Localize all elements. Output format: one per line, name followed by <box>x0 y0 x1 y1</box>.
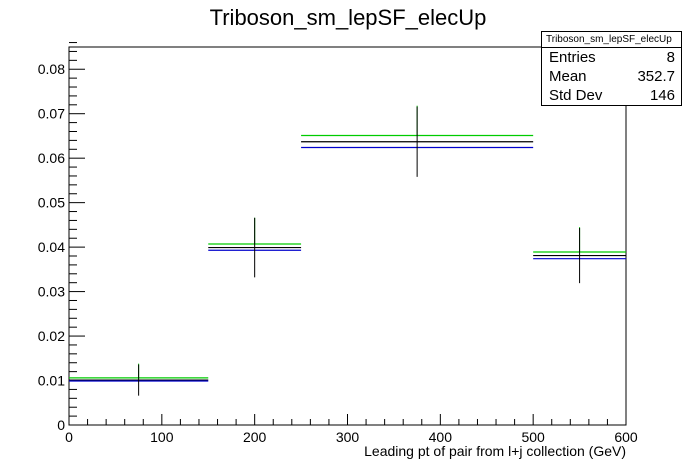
mean-value: 352.7 <box>637 68 675 85</box>
stats-entries-row: Entries 8 <box>542 48 681 67</box>
mean-label: Mean <box>549 68 587 85</box>
y-tick-label: 0 <box>57 417 65 433</box>
stats-title: Triboson_sm_lepSF_elecUp <box>542 32 681 48</box>
stats-stddev-row: Std Dev 146 <box>542 86 681 105</box>
y-tick-label: 0.08 <box>38 61 65 77</box>
stddev-value: 146 <box>649 87 675 104</box>
y-tick-label: 0.04 <box>38 239 65 255</box>
stddev-label: Std Dev <box>549 87 603 104</box>
x-tick-label: 200 <box>243 429 267 445</box>
y-axis: 0 0.01 0.02 0.03 0.04 0.05 0.06 0.07 0.08 <box>38 42 85 433</box>
x-tick-label: 500 <box>521 429 545 445</box>
x-tick-label: 300 <box>336 429 360 445</box>
x-axis: 0 100 200 300 400 500 600 <box>65 414 638 445</box>
x-tick-label: 0 <box>65 429 73 445</box>
x-tick-label: 100 <box>150 429 174 445</box>
y-tick-label: 0.05 <box>38 195 65 211</box>
y-tick-label: 0.06 <box>38 150 65 166</box>
x-tick-label: 600 <box>614 429 638 445</box>
x-tick-label: 400 <box>429 429 453 445</box>
y-tick-label: 0.02 <box>38 328 65 344</box>
stats-mean-row: Mean 352.7 <box>542 67 681 86</box>
entries-value: 8 <box>666 49 675 66</box>
histogram-series <box>69 105 626 396</box>
chart-title: Triboson_sm_lepSF_elecUp <box>210 5 487 30</box>
x-axis-label: Leading pt of pair from l+j collection (… <box>364 443 626 459</box>
y-tick-label: 0.07 <box>38 106 65 122</box>
entries-label: Entries <box>549 49 596 66</box>
stats-box: Triboson_sm_lepSF_elecUp Entries 8 Mean … <box>541 31 682 106</box>
y-tick-label: 0.01 <box>38 373 65 389</box>
y-tick-label: 0.03 <box>38 284 65 300</box>
